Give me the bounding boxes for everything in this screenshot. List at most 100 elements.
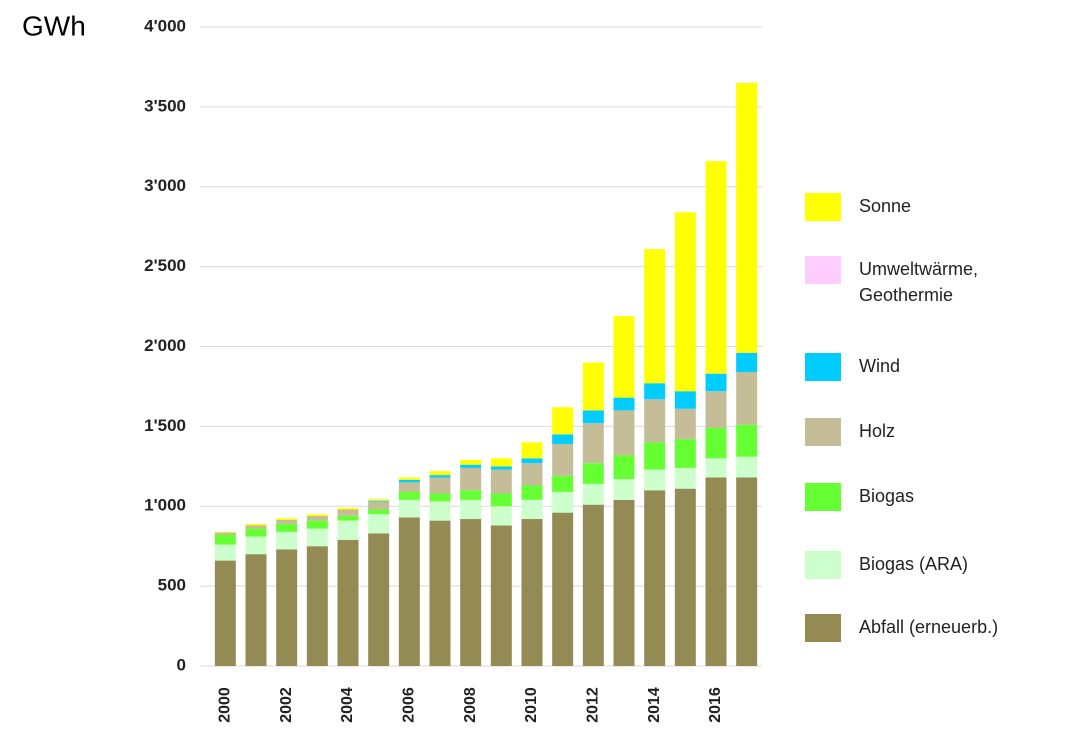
bar-segment: [337, 507, 359, 510]
bar-segment: [398, 491, 420, 500]
bar-segment: [398, 477, 420, 480]
legend-swatch: [805, 418, 841, 446]
y-tick-label: 500: [158, 576, 186, 595]
bar-segment: [705, 427, 727, 459]
legend-item: Sonne: [805, 193, 1029, 221]
legend-swatch: [805, 256, 841, 284]
legend-swatch: [805, 353, 841, 381]
bar-segment: [490, 525, 512, 666]
legend-item: Biogas: [805, 483, 1029, 511]
x-tick-label: 2006: [401, 687, 418, 723]
bar-segment: [429, 475, 451, 478]
bar-segment: [552, 491, 574, 513]
bar-segment: [460, 499, 482, 520]
legend-label: Abfall (erneuerb.): [859, 617, 999, 637]
y-tick-label: 2'000: [144, 336, 186, 355]
bar-segment: [674, 391, 696, 409]
bar-segment: [552, 512, 574, 666]
bar-segment: [736, 456, 758, 478]
legend-swatch: [805, 614, 841, 642]
legend-item: Biogas (ARA): [805, 551, 1029, 579]
legend-label: Holz: [859, 421, 896, 441]
bar-segment: [214, 535, 236, 545]
bar-segment: [306, 528, 328, 547]
bar-segment: [644, 249, 666, 384]
y-axis-label: GWh: [22, 10, 86, 41]
bar-segment: [490, 469, 512, 494]
legend-item: Wind: [805, 353, 1029, 381]
x-tick-label: 2002: [278, 687, 295, 723]
bar-segment: [644, 399, 666, 443]
bar-segment: [674, 467, 696, 489]
bar-segment: [276, 518, 298, 520]
bar-segment: [398, 482, 420, 492]
bar-segment: [398, 517, 420, 666]
bar-segment: [613, 397, 635, 411]
bar-segment: [337, 515, 359, 521]
legend-label: Umweltwärme, Geothermie: [859, 259, 979, 305]
bar-segment: [368, 533, 390, 666]
bar-segment: [736, 424, 758, 457]
bar-segment: [429, 471, 451, 476]
bar-segment: [582, 504, 604, 666]
bar-segment: [674, 439, 696, 468]
bar-segment: [460, 464, 482, 468]
bar-segment: [490, 506, 512, 526]
y-tick-label: 2'500: [144, 256, 186, 275]
bar-segment: [613, 316, 635, 398]
y-tick-label: 3'000: [144, 176, 186, 195]
legend-label: Sonne: [859, 196, 912, 216]
bar-segment: [245, 528, 267, 537]
bar-segment: [306, 520, 328, 529]
y-tick-label: 4'000: [144, 16, 186, 35]
legend-label: Biogas (ARA): [859, 554, 969, 574]
bar-segment: [705, 373, 727, 392]
y-tick-label: 1'000: [144, 496, 186, 515]
bar-segment: [245, 523, 267, 526]
bar-segment: [736, 352, 758, 373]
y-tick-label: 0: [177, 655, 186, 674]
bar-segment: [276, 523, 298, 532]
legend-swatch: [805, 551, 841, 579]
bar-segment: [613, 499, 635, 666]
x-tick-label: 2008: [462, 687, 479, 723]
legend-label: Biogas: [859, 486, 915, 506]
bar-segment: [521, 442, 543, 459]
bar-segment: [490, 466, 512, 470]
legend-item: Abfall (erneuerb.): [805, 614, 1029, 642]
bar-segment: [337, 509, 359, 516]
bar-segment: [736, 82, 758, 353]
x-tick-label: 2014: [646, 687, 663, 723]
y-tick-label: 1'500: [144, 416, 186, 435]
bar-segment: [276, 531, 298, 550]
legend-swatch: [805, 193, 841, 221]
bar-segment: [736, 477, 758, 666]
bar-segment: [368, 509, 390, 515]
bar-segment: [582, 410, 604, 424]
bar-segment: [214, 531, 236, 533]
legend-item: Umweltwärme, Geothermie: [805, 256, 1029, 308]
legend-swatch: [805, 483, 841, 511]
bar-segment: [521, 463, 543, 486]
bar-segment: [214, 544, 236, 561]
legend-item: Holz: [805, 418, 1029, 446]
bar-segment: [245, 554, 267, 666]
bar-segment: [460, 519, 482, 666]
bar-segment: [674, 408, 696, 440]
bar-segment: [460, 490, 482, 500]
bar-segment: [613, 410, 635, 456]
bar-segment: [552, 407, 574, 435]
bar-segment: [368, 499, 390, 501]
bar-segment: [490, 458, 512, 467]
bar-segment: [644, 469, 666, 491]
x-tick-label: 2004: [339, 687, 356, 723]
bar-segment: [429, 501, 451, 521]
bar-segment: [214, 532, 236, 536]
bar-segment: [644, 490, 666, 666]
bar-segment: [552, 434, 574, 444]
bar-segment: [552, 443, 574, 476]
bar-segment: [429, 520, 451, 666]
bar-segment: [552, 475, 574, 492]
bar-segment: [613, 479, 635, 500]
